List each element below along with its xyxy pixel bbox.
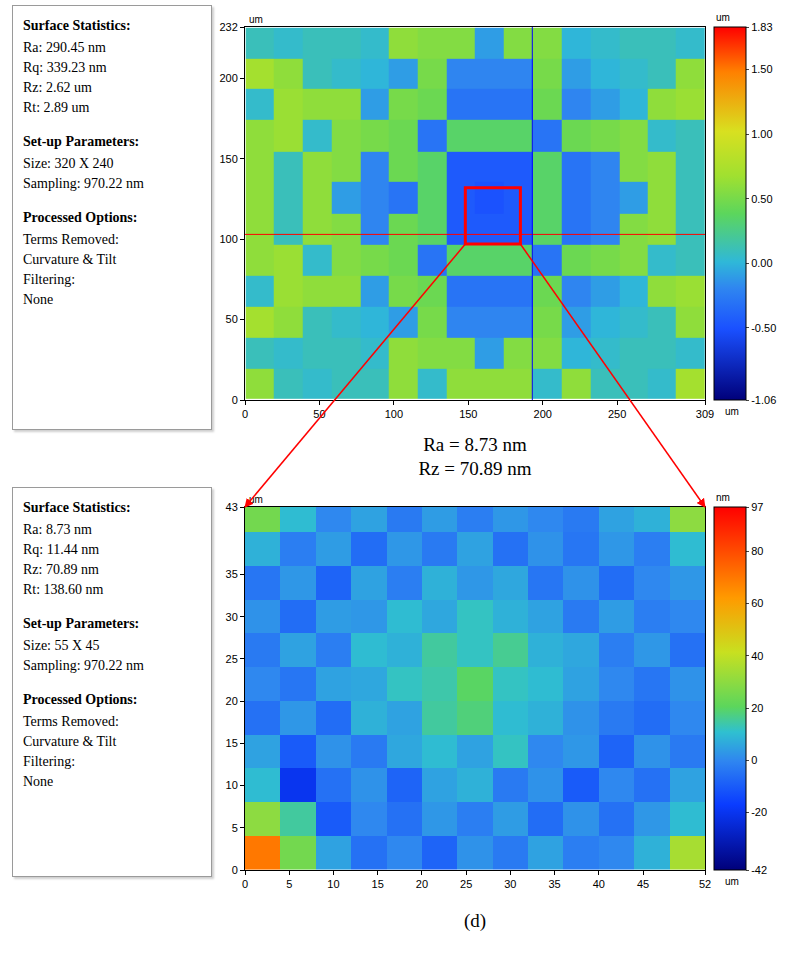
svg-text:80: 80 bbox=[751, 545, 763, 557]
svg-text:45: 45 bbox=[637, 878, 649, 890]
svg-text:43: 43 bbox=[226, 501, 238, 513]
html-text:Rz = 70.89 nm: Rz = 70.89 nm bbox=[418, 458, 532, 479]
html-text:Terms Removed:: Terms Removed: bbox=[23, 714, 119, 729]
html-text:Ra: 290.45 nm: Ra: 290.45 nm bbox=[23, 40, 106, 55]
html-text:Set-up Parameters:: Set-up Parameters: bbox=[23, 134, 140, 149]
html-text:(d): (d) bbox=[463, 910, 487, 931]
svg-text:200: 200 bbox=[219, 72, 237, 84]
svg-text:15: 15 bbox=[372, 878, 384, 890]
svg-text:15: 15 bbox=[226, 737, 238, 749]
svg-text:-0.50: -0.50 bbox=[751, 322, 776, 334]
svg-text:1.83: 1.83 bbox=[751, 21, 772, 33]
html-text:Ra = 8.73 nm: Ra = 8.73 nm bbox=[423, 434, 527, 455]
svg-text:50: 50 bbox=[226, 313, 238, 325]
html-text:Terms Removed:: Terms Removed: bbox=[23, 232, 119, 247]
svg-text:um: um bbox=[725, 876, 739, 887]
html-text:None: None bbox=[23, 774, 54, 789]
svg-text:0: 0 bbox=[242, 408, 248, 420]
svg-text:um: um bbox=[725, 406, 739, 417]
html-text:Surface Statistics:: Surface Statistics: bbox=[23, 18, 131, 33]
svg-text:97: 97 bbox=[751, 501, 763, 513]
svg-text:um: um bbox=[249, 494, 263, 505]
svg-text:232: 232 bbox=[219, 21, 237, 33]
svg-text:150: 150 bbox=[459, 408, 477, 420]
html-text:Sampling: 970.22 nm: Sampling: 970.22 nm bbox=[23, 176, 144, 191]
svg-text:-1.06: -1.06 bbox=[751, 394, 776, 406]
svg-text:40: 40 bbox=[593, 878, 605, 890]
svg-text:35: 35 bbox=[548, 878, 560, 890]
svg-text:309: 309 bbox=[696, 408, 714, 420]
svg-text:200: 200 bbox=[534, 408, 552, 420]
html-text:Filtering:: Filtering: bbox=[23, 272, 76, 287]
html-text:Rt: 2.89 um: Rt: 2.89 um bbox=[23, 100, 90, 115]
svg-text:30: 30 bbox=[226, 611, 238, 623]
svg-text:35: 35 bbox=[226, 568, 238, 580]
svg-text:5: 5 bbox=[232, 822, 238, 834]
svg-text:25: 25 bbox=[226, 653, 238, 665]
svg-text:0: 0 bbox=[751, 754, 757, 766]
svg-text:52: 52 bbox=[699, 878, 711, 890]
html-text:Surface Statistics:: Surface Statistics: bbox=[23, 500, 131, 515]
svg-text:-42: -42 bbox=[751, 864, 767, 876]
svg-text:nm: nm bbox=[716, 492, 730, 503]
html-text:Set-up Parameters:: Set-up Parameters: bbox=[23, 616, 140, 631]
svg-text:1.50: 1.50 bbox=[751, 63, 772, 75]
svg-text:1.00: 1.00 bbox=[751, 128, 772, 140]
html-text:Filtering:: Filtering: bbox=[23, 754, 76, 769]
html-text:Size: 320 X 240: Size: 320 X 240 bbox=[23, 156, 114, 171]
html-text:Rt: 138.60 nm: Rt: 138.60 nm bbox=[23, 582, 104, 597]
html-text:Rq: 339.23 nm: Rq: 339.23 nm bbox=[23, 60, 107, 75]
svg-text:40: 40 bbox=[751, 650, 763, 662]
svg-text:0: 0 bbox=[242, 878, 248, 890]
svg-text:10: 10 bbox=[327, 878, 339, 890]
svg-text:150: 150 bbox=[219, 153, 237, 165]
html-text:Rq: 11.44 nm: Rq: 11.44 nm bbox=[23, 542, 100, 557]
svg-text:20: 20 bbox=[226, 695, 238, 707]
html-text:Processed Options:: Processed Options: bbox=[23, 692, 138, 707]
html-text:Rz: 70.89 nm: Rz: 70.89 nm bbox=[23, 562, 99, 577]
svg-text:0.00: 0.00 bbox=[751, 257, 772, 269]
html-text:Curvature & Tilt: Curvature & Tilt bbox=[23, 734, 117, 749]
svg-text:um: um bbox=[249, 14, 263, 25]
svg-text:100: 100 bbox=[219, 233, 237, 245]
svg-text:5: 5 bbox=[286, 878, 292, 890]
svg-text:30: 30 bbox=[504, 878, 516, 890]
svg-text:250: 250 bbox=[608, 408, 626, 420]
svg-text:25: 25 bbox=[460, 878, 472, 890]
svg-text:10: 10 bbox=[226, 779, 238, 791]
html-text:Processed Options:: Processed Options: bbox=[23, 210, 138, 225]
html-text:Ra: 8.73 nm: Ra: 8.73 nm bbox=[23, 522, 92, 537]
html-text:None: None bbox=[23, 292, 54, 307]
svg-text:um: um bbox=[716, 12, 730, 23]
svg-text:100: 100 bbox=[385, 408, 403, 420]
svg-text:0: 0 bbox=[232, 864, 238, 876]
html-text:Rz: 2.62 um: Rz: 2.62 um bbox=[23, 80, 92, 95]
svg-text:0.50: 0.50 bbox=[751, 193, 772, 205]
svg-text:20: 20 bbox=[416, 878, 428, 890]
svg-text:-20: -20 bbox=[751, 806, 767, 818]
svg-text:0: 0 bbox=[232, 394, 238, 406]
svg-text:50: 50 bbox=[313, 408, 325, 420]
html-text:Size: 55 X 45: Size: 55 X 45 bbox=[23, 638, 100, 653]
html-text:Sampling: 970.22 nm: Sampling: 970.22 nm bbox=[23, 658, 144, 673]
svg-text:20: 20 bbox=[751, 702, 763, 714]
html-text:Curvature & Tilt: Curvature & Tilt bbox=[23, 252, 117, 267]
svg-text:60: 60 bbox=[751, 597, 763, 609]
